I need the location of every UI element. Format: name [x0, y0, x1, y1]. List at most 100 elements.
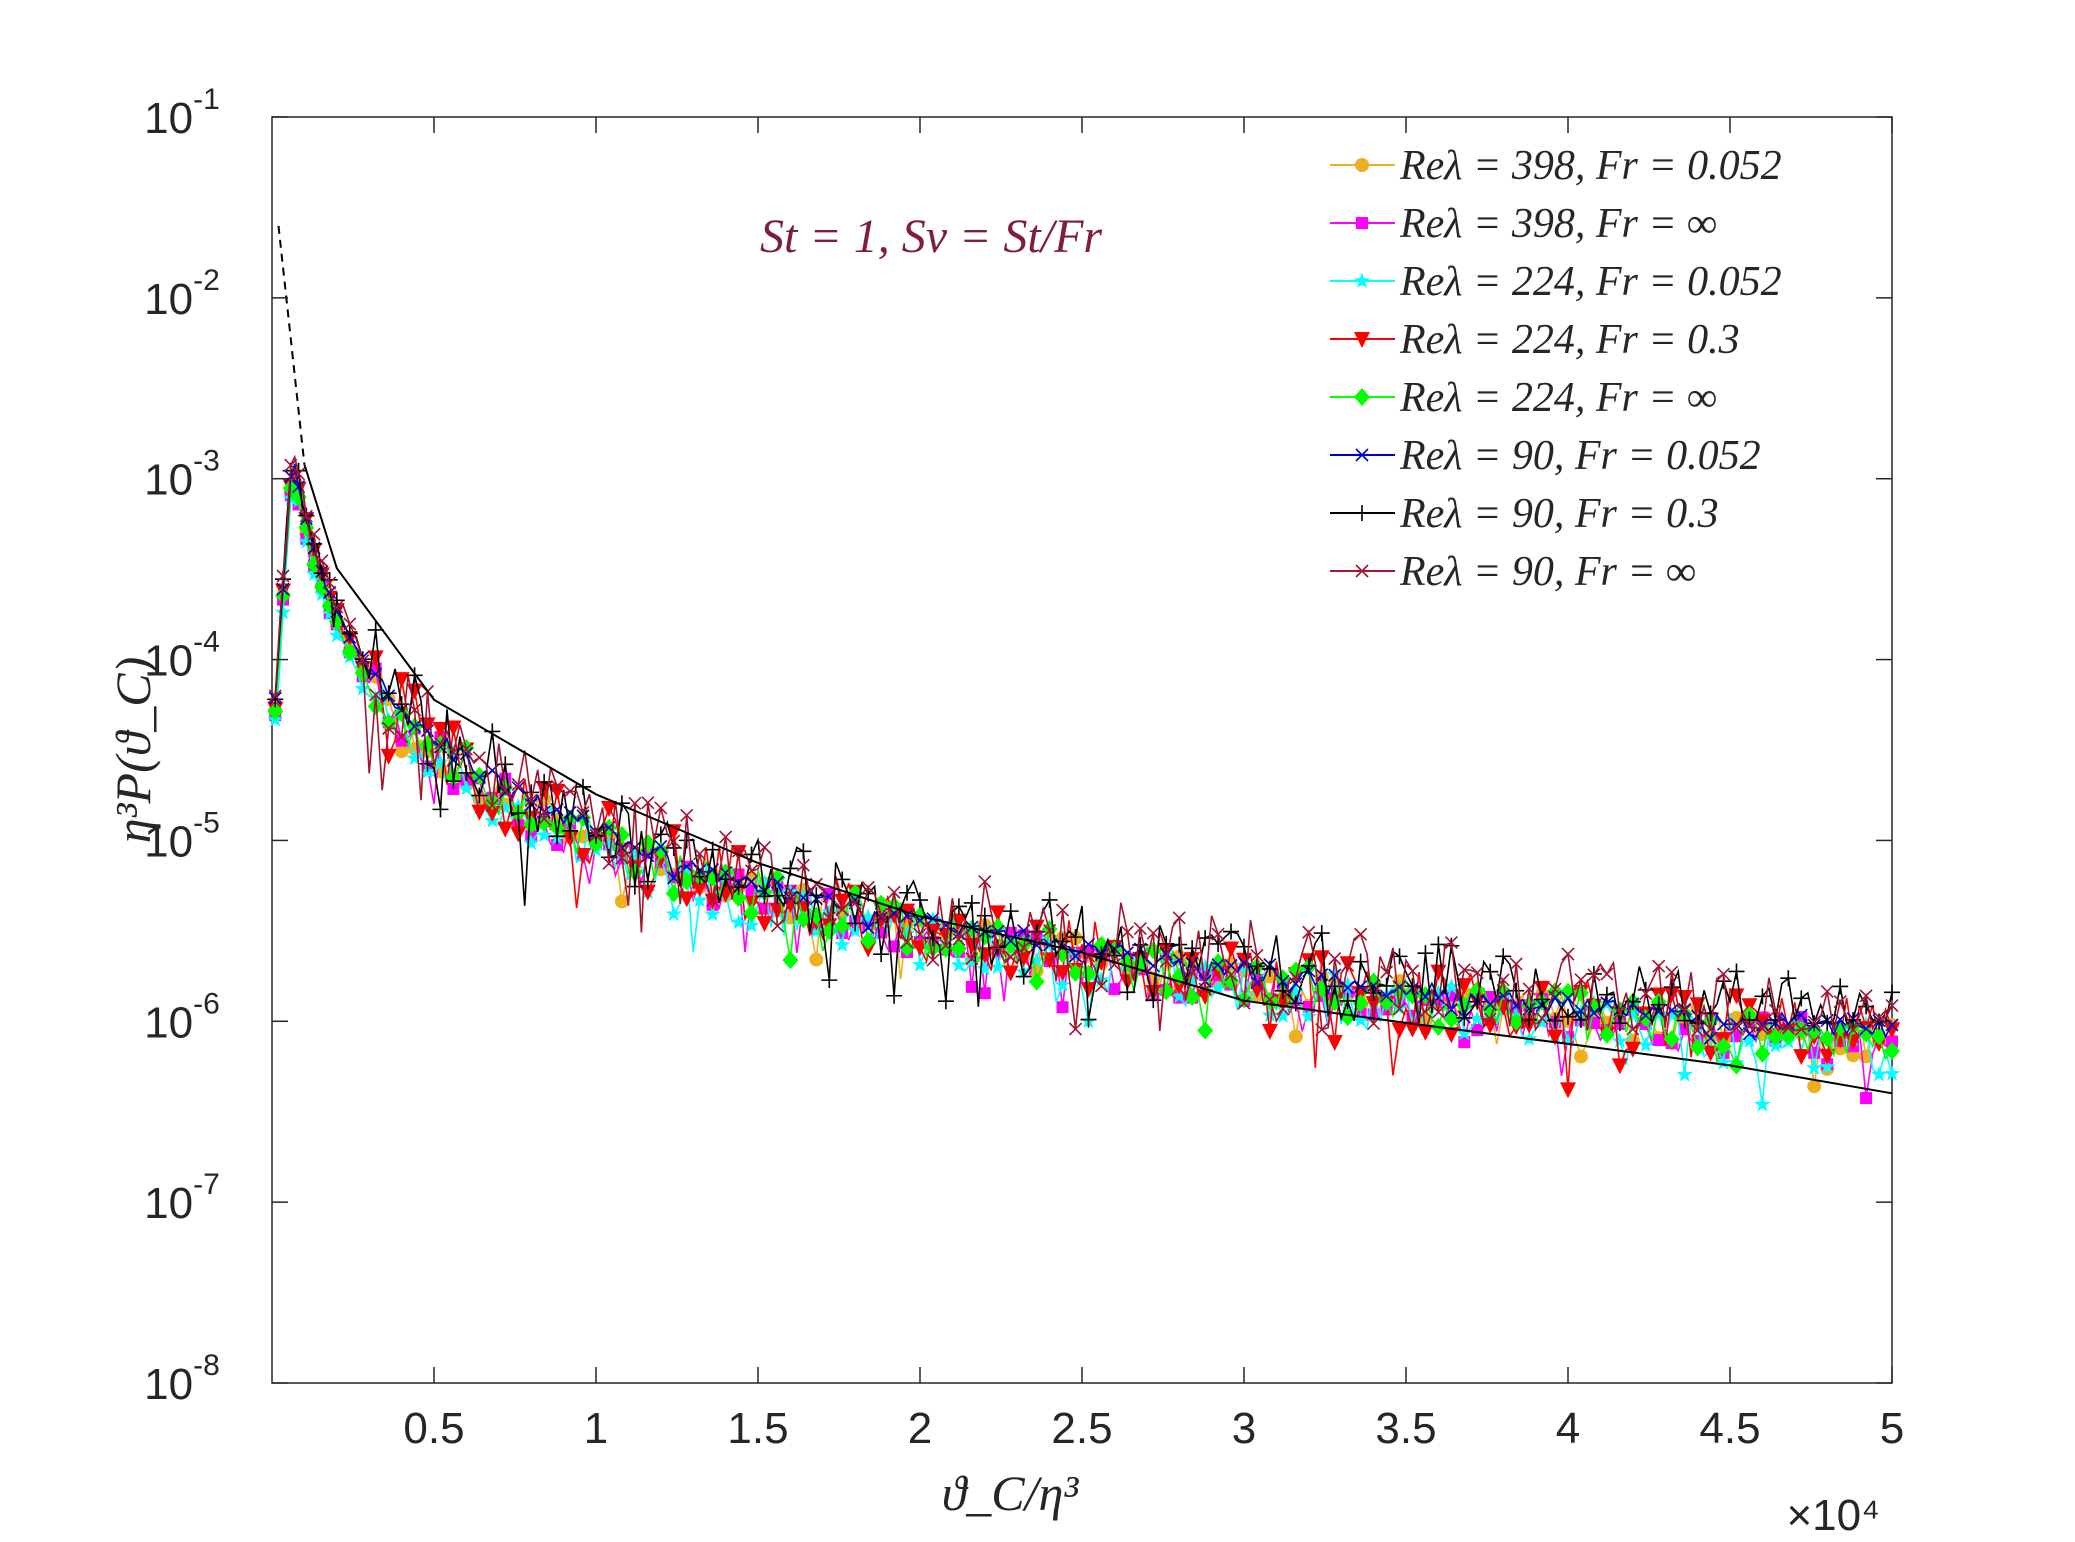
- series-point: [1768, 1003, 1782, 1018]
- series-point: [523, 834, 540, 851]
- series-point: [913, 927, 927, 942]
- series-point: [1171, 936, 1188, 953]
- reference-curve-dashed: [277, 225, 306, 465]
- series-point: [1041, 935, 1058, 952]
- series-point: [511, 777, 525, 792]
- series-point: [678, 832, 695, 849]
- series-point: [1017, 941, 1031, 955]
- series-point: [1691, 1023, 1705, 1038]
- series-point: [497, 821, 514, 838]
- series-point: [1534, 980, 1551, 997]
- series-point: [1430, 936, 1447, 953]
- series-point: [1081, 949, 1096, 963]
- series-point: [1767, 1011, 1784, 1028]
- series-point: [1028, 952, 1045, 968]
- series-point: [939, 938, 953, 952]
- series-point: [1561, 991, 1575, 1005]
- series-point: [1650, 996, 1667, 1013]
- series-point: [1210, 979, 1227, 996]
- series-point: [1663, 1030, 1680, 1049]
- series-point: [912, 892, 928, 909]
- series-point: [1781, 1021, 1795, 1035]
- series-point: [1561, 947, 1575, 961]
- series-point: [782, 951, 799, 970]
- series-point: [1754, 1096, 1771, 1112]
- series-point: [292, 467, 306, 481]
- series-point: [809, 952, 824, 967]
- series-point: [602, 856, 616, 870]
- series-point: [1054, 976, 1071, 992]
- series-point: [1068, 1022, 1083, 1036]
- series-point: [1443, 978, 1460, 994]
- series-point: [1469, 1010, 1486, 1026]
- series-point: [654, 801, 668, 815]
- series-point: [1716, 967, 1731, 981]
- series-point: [978, 987, 991, 1000]
- series-point: [976, 960, 993, 976]
- series-point: [615, 841, 629, 855]
- series-point: [1780, 970, 1797, 987]
- series-point: [445, 773, 462, 790]
- series-point: [1029, 964, 1044, 979]
- series-point: [1469, 981, 1486, 1000]
- series-point: [1833, 994, 1847, 1009]
- series-point: [459, 742, 473, 756]
- series-point: [1108, 983, 1121, 996]
- series-point: [1418, 1005, 1433, 1019]
- series-point: [886, 987, 903, 1004]
- series-point: [1598, 1025, 1615, 1044]
- series-point: [1404, 978, 1421, 995]
- series-point: [1482, 1017, 1499, 1034]
- series-point: [1197, 1021, 1214, 1040]
- series-point: [1404, 1021, 1421, 1038]
- series-point: [1482, 963, 1499, 980]
- series-point: [614, 894, 629, 909]
- series-point: [899, 884, 916, 901]
- series-point: [313, 565, 330, 582]
- series-point: [1456, 1009, 1473, 1026]
- series-point: [1703, 1022, 1718, 1036]
- series-point: [1210, 935, 1227, 952]
- series-point: [1274, 982, 1291, 999]
- series-point: [406, 749, 423, 766]
- legend-label: Reλ = 398, Fr = ∞: [1399, 201, 1717, 247]
- series-point: [1483, 1012, 1497, 1026]
- series-point: [693, 847, 707, 861]
- legend-label: Reλ = 224, Fr = 0.052: [1399, 259, 1782, 305]
- series-point: [769, 887, 786, 904]
- series-point: [1819, 1048, 1836, 1065]
- series-point: [1119, 984, 1136, 1001]
- series-point: [783, 884, 797, 898]
- series-point: [511, 781, 525, 795]
- series-point: [432, 801, 449, 818]
- series-point: [562, 831, 579, 848]
- series-point: [1793, 1049, 1810, 1066]
- series-point: [1054, 965, 1071, 982]
- series-point: [1807, 1079, 1822, 1094]
- data-layer: [267, 454, 1901, 1112]
- series-point: [821, 903, 838, 920]
- series-point: [1715, 1037, 1732, 1056]
- series-point: [1652, 959, 1666, 973]
- series-point: [1637, 1036, 1654, 1052]
- series-point: [717, 871, 734, 888]
- legend-label: Reλ = 398, Fr = 0.052: [1399, 143, 1782, 189]
- series-point: [575, 847, 592, 864]
- series-point: [680, 808, 694, 822]
- series-point: [1328, 952, 1342, 966]
- series-point: [991, 940, 1005, 954]
- series-point: [963, 937, 980, 954]
- series-point: [1624, 1041, 1641, 1058]
- series-point: [1600, 967, 1614, 981]
- series-point: [1120, 925, 1134, 939]
- series-point: [307, 527, 321, 541]
- series-7: [268, 454, 1899, 1038]
- series-point: [989, 905, 1006, 922]
- series-point: [887, 885, 901, 899]
- series-point: [1548, 982, 1562, 996]
- series-point: [1883, 1065, 1901, 1081]
- annotation: St = 1, Sv = St/Fr: [760, 210, 1102, 263]
- y-axis-label: η³P(ϑ_C): [105, 657, 161, 844]
- series-point: [899, 938, 916, 957]
- series-point: [1574, 973, 1588, 987]
